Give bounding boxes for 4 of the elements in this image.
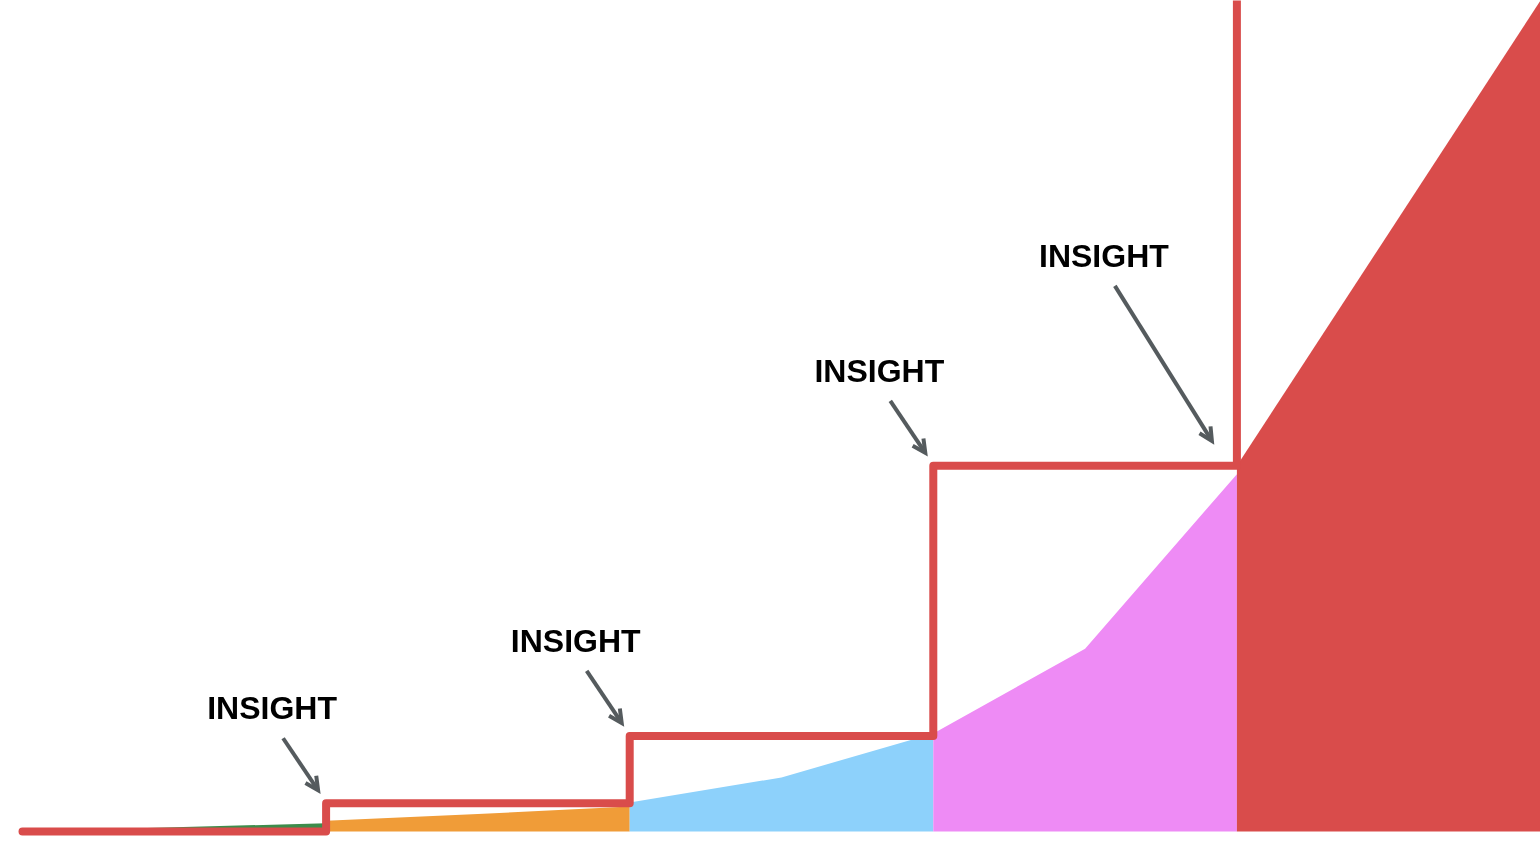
annotation: INSIGHT [814,352,945,389]
annotation: INSIGHT [510,622,642,659]
annotation: INSIGHT [1039,237,1170,274]
annotation: INSIGHT [207,690,338,727]
